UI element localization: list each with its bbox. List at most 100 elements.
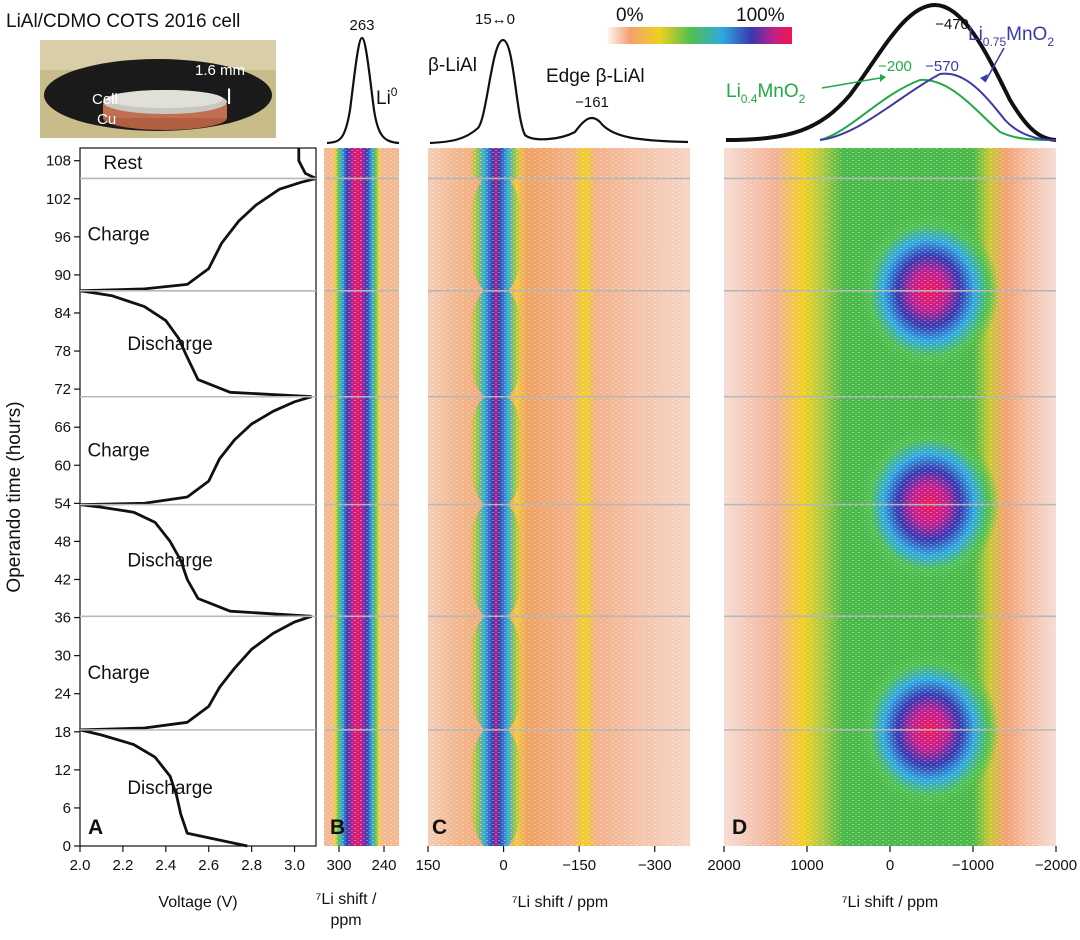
voltage-segment [79,395,313,506]
panel-b-peak-label: 263 [349,17,374,34]
colorbar-max-label: 100% [736,5,785,26]
panel-d-x-label: ⁷Li shift / ppm [842,894,939,911]
region-label: Charge [87,441,149,462]
colorbar: 0% 100% [608,5,792,44]
x-tick-label: 2.8 [241,857,262,874]
panel-b-x-label-line2: ppm [330,912,361,929]
y-tick-label: 36 [54,610,71,627]
y-tick-label: 60 [54,457,71,474]
x-tick-label: 2.2 [112,857,133,874]
voltage-segment [79,614,313,732]
panel-d-blue-arrowhead [980,74,988,82]
voltage-segment [79,177,317,293]
x-tick-label: 3.0 [284,857,305,874]
x-tick-label: 2000 [707,857,740,874]
thickness-marker: I [226,84,232,109]
panel-c-x-ticks: 150 0 −150 −300 [415,846,672,874]
y-tick-label: 54 [54,495,71,512]
x-tick-label: 240 [371,857,396,874]
region-label: Charge [87,663,149,684]
y-tick-label: 6 [63,800,71,817]
panel-d-blue-species: Li0.75MnO2 [968,24,1054,49]
x-tick-label: 1000 [790,857,823,874]
panel-d-x-ticks: 2000 1000 0 −1000 −2000 [707,846,1077,874]
region-label: Rest [103,153,143,174]
y-tick-label: 18 [54,724,71,741]
panel-c-peak-label: 15↔0 [475,11,515,28]
y-tick-label: 48 [54,533,71,550]
x-tick-label: −1000 [952,857,994,874]
y-tick-label: 12 [54,762,71,779]
region-label: Discharge [127,550,213,571]
voltage-segment [79,289,312,399]
y-tick-label: 24 [54,686,71,703]
x-tick-label: 150 [415,857,440,874]
x-tick-label: 2.4 [155,857,176,874]
region-label: Charge [87,225,149,246]
panel-c-noise [428,148,690,846]
x-tick-label: 0 [886,857,894,874]
y-tick-label: 72 [54,381,71,398]
colorbar-min-label: 0% [616,5,644,26]
x-tick-label: 2.0 [70,857,91,874]
panel-c-spectrum [429,38,689,145]
x-tick-label: 300 [326,857,351,874]
panel-a-y-ticks: 0 6 12 18 24 30 36 42 48 54 60 66 72 78 84 90 96 102 108 [46,153,80,855]
x-tick-label: 2.6 [198,857,219,874]
panel-d-letter: D [732,816,747,839]
y-tick-label: 90 [54,267,71,284]
region-label: Discharge [127,334,213,355]
panel-d-li075-spectrum [819,72,1057,141]
y-tick-label: 30 [54,648,71,665]
x-tick-label: 0 [499,857,507,874]
panel-a-letter: A [88,816,103,839]
panel-d-noise [724,148,1056,846]
y-tick-label: 108 [46,153,71,170]
panel-b-spectrum [326,36,400,145]
panel-d-green-peak: −200 [878,58,912,75]
cu-label: Cu [97,111,116,128]
panel-d-cdmo: −470 −200 −570 Li0.75MnO2 Li0.4MnO2 2000… [707,2,1077,911]
cycle-boundary-lines [80,177,1056,731]
voltage-segment [79,728,248,848]
panel-a-x-ticks: 2.0 2.2 2.4 2.6 2.8 3.0 [70,846,305,874]
panel-a-voltage-profile: 0 6 12 18 24 30 36 42 48 54 60 66 72 78 84 90 96 102 108 2… [4,147,317,911]
x-tick-label: −2000 [1035,857,1077,874]
panel-b-species: Li0 [376,85,398,109]
region-label: Discharge [127,778,213,799]
y-tick-label: 84 [54,305,71,322]
panel-d-blue-arrow [984,47,1005,83]
panel-d-total-spectrum [725,2,1057,142]
x-tick-label: −300 [638,857,672,874]
x-tick-label: −150 [562,857,596,874]
y-tick-label: 78 [54,343,71,360]
cell-label: Cell [92,91,118,108]
panel-d-blue-peak: −570 [925,58,959,75]
thickness-label: 1.6 mm [195,62,245,79]
panel-b-x-label-line1: ⁷Li shift / [316,891,377,908]
panel-b-letter: B [330,816,345,839]
panel-d-green-arrow [821,77,881,89]
panel-d-green-arrowhead [880,74,886,82]
panel-a-voltage-curve [79,148,317,848]
y-tick-label: 102 [46,191,71,208]
panel-c-species: β-LiAl [428,55,477,76]
panel-b-noise [324,148,399,846]
panel-c-beta-lial: 15↔0 β-LiAl Edge β-LiAl −161 150 0 −150 −30… [415,11,690,911]
y-tick-label: 96 [54,229,71,246]
voltage-segment [79,503,312,618]
y-tick-label: 42 [54,571,71,588]
y-tick-label: 66 [54,419,71,436]
panel-b-x-ticks: 300 240 [326,846,397,874]
panel-d-total-peak: −470 [935,16,969,33]
panel-a-y-label: Operando time (hours) [4,401,25,592]
panel-c-letter: C [432,816,447,839]
panel-d-li04-spectrum [819,78,1057,141]
cell-photo: 1.6 mm I Cell Cu [40,40,276,138]
panel-a-region-labels: Discharge Charge Discharge Charge Discharge C… [87,153,212,799]
panel-c-edge-value: −161 [575,94,609,111]
voltage-segment [297,148,317,180]
panel-c-x-label: ⁷Li shift / ppm [512,894,609,911]
panel-c-edge-label: Edge β-LiAl [546,66,645,87]
